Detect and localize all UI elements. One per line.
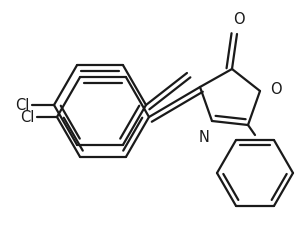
Text: Cl: Cl — [20, 110, 34, 125]
Text: Cl: Cl — [14, 98, 29, 113]
Text: N: N — [199, 129, 209, 144]
Text: O: O — [233, 12, 245, 27]
Text: O: O — [270, 82, 282, 97]
